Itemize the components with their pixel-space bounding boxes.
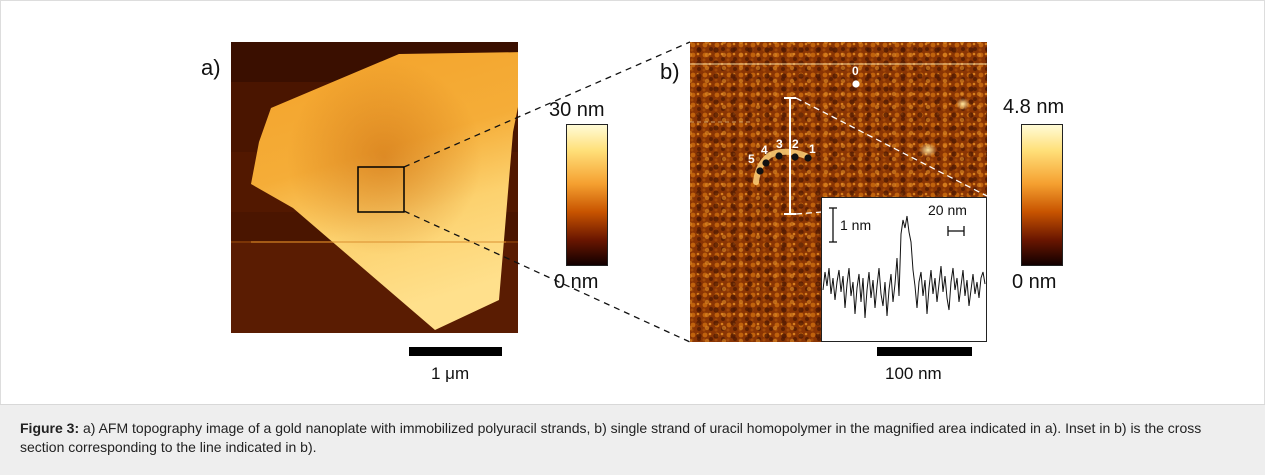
point-1-marker [804,154,812,162]
point-0-marker [852,80,860,88]
zoom-connector-lines [403,41,691,343]
panel-b-label: b) [660,59,680,84]
panel-a-colorbar-min-label: 0 nm [554,271,599,293]
point-4-label: 4 [761,143,768,157]
point-3-label: 3 [776,137,783,151]
point-4-marker [762,159,770,167]
panel-b-colorbar-min-label: 0 nm [1012,271,1057,293]
panel-a-colorbar-max-label: 30 nm [549,99,605,121]
panel-b-colorbar [1021,124,1063,266]
point-5-marker [756,167,764,175]
panel-a-afm-image [231,42,518,333]
inset-horizontal-scale [947,226,965,236]
panel-b-scalebar [877,347,972,356]
cross-section-profile [822,215,986,319]
inset-vertical-scale [829,207,837,243]
point-2-label: 2 [792,137,799,151]
panel-b-colorbar-max-label: 4.8 nm [1003,96,1065,118]
figure-caption: Figure 3: a) AFM topography image of a g… [0,404,1265,475]
panel-a-label: a) [201,55,221,80]
inset-vertical-scale-label: 1 nm [840,217,871,233]
caption-prefix: Figure 3: [20,420,80,436]
point-1-label: 1 [809,142,816,156]
point-2-marker [791,153,799,161]
point-0-label: 0 [852,64,859,78]
inset-horizontal-scale-label: 20 nm [928,202,967,218]
caption-text: a) AFM topography image of a gold nanopl… [20,420,1202,455]
panel-a-colorbar [566,124,608,266]
selection-box [357,166,405,213]
cross-section-inset: 1 nm 20 nm [821,197,987,342]
panel-a-scalebar [409,347,502,356]
panel-a-scalebar-label: 1 μm [431,364,470,383]
panel-b-scalebar-label: 100 nm [885,364,942,383]
point-3-marker [775,152,783,160]
point-5-label: 5 [748,152,755,166]
